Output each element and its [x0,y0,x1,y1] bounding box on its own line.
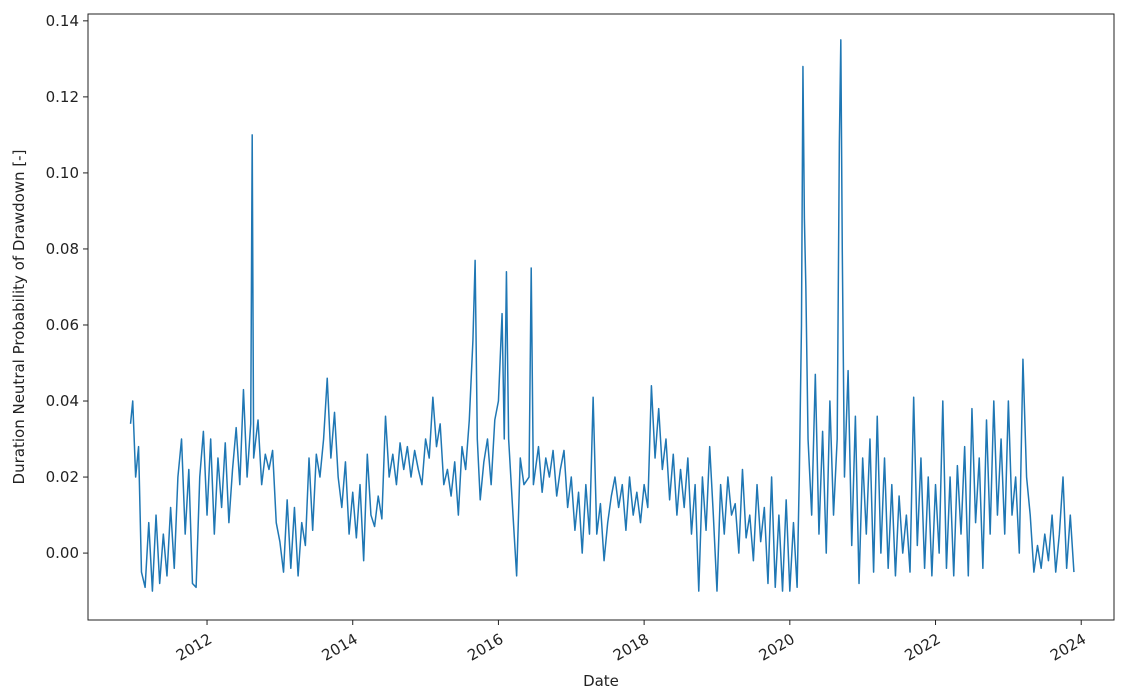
x-axis-label: Date [583,672,619,690]
x-tick-label: 2022 [901,630,943,665]
y-tick-label: 0.06 [46,316,79,334]
y-axis-label: Duration Neutral Probability of Drawdown… [10,150,28,485]
x-tick-label: 2012 [173,630,215,665]
plot-frame [87,13,1115,621]
x-tick-label: 2024 [1047,630,1089,665]
y-tick-label: 0.14 [46,12,79,30]
x-tick-label: 2016 [464,630,506,665]
y-tick-label: 0.00 [46,544,79,562]
x-tick-label: 2014 [319,630,361,665]
y-tick-label: 0.12 [46,88,79,106]
y-tick-label: 0.08 [46,240,79,258]
y-tick-label: 0.04 [46,392,79,410]
y-tick-label: 0.02 [46,468,79,486]
x-tick-label: 2018 [610,630,652,665]
y-tick-label: 0.10 [46,164,79,182]
x-tick-label: 2020 [756,630,798,665]
data-line [129,39,1075,592]
